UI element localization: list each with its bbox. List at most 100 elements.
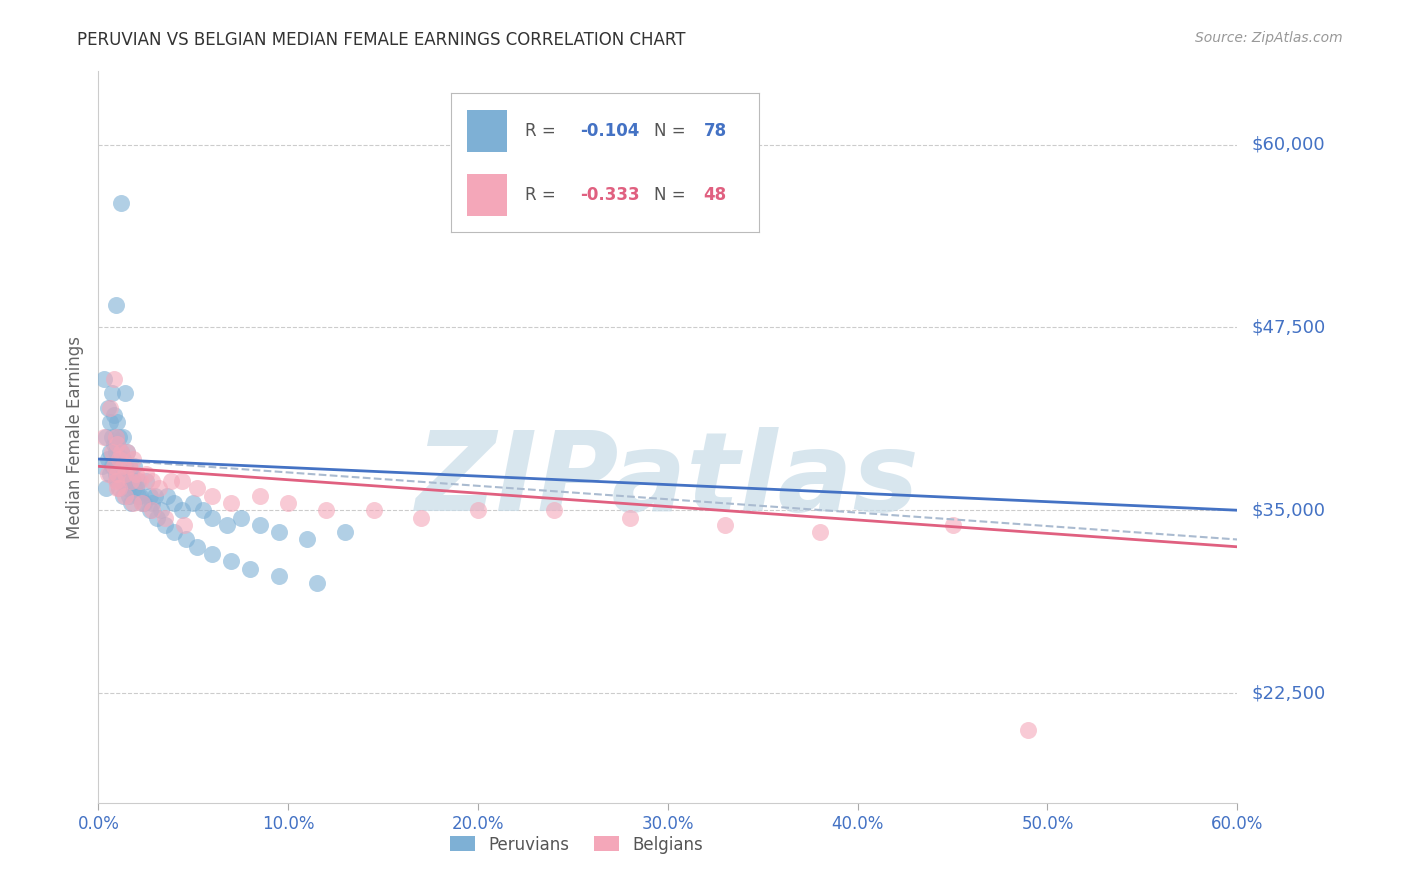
Point xyxy=(1018,723,1040,737)
Point xyxy=(103,459,125,474)
Point xyxy=(201,489,224,503)
Point xyxy=(114,459,136,474)
Point xyxy=(104,430,127,444)
Point xyxy=(135,474,157,488)
Point xyxy=(125,481,148,495)
Point xyxy=(100,444,122,458)
Point xyxy=(97,401,120,415)
Point xyxy=(138,489,160,503)
Point xyxy=(173,517,195,532)
Text: $35,000: $35,000 xyxy=(1251,501,1326,519)
Point xyxy=(619,510,641,524)
Point xyxy=(131,496,153,510)
Point xyxy=(107,467,129,481)
Point xyxy=(467,503,489,517)
Point xyxy=(156,489,179,503)
Point xyxy=(107,481,129,495)
Point xyxy=(145,489,167,503)
Point xyxy=(131,496,153,510)
Point xyxy=(100,459,122,474)
Point xyxy=(132,496,155,510)
Point xyxy=(163,525,186,540)
Point xyxy=(120,467,142,481)
Point xyxy=(115,444,138,458)
Point xyxy=(186,540,208,554)
Point xyxy=(103,459,125,474)
Point xyxy=(277,496,299,510)
Point xyxy=(112,430,135,444)
Point xyxy=(141,496,163,510)
Legend: Peruvians, Belgians: Peruvians, Belgians xyxy=(443,829,710,860)
Point xyxy=(114,467,136,481)
Point xyxy=(103,371,125,385)
Text: ZIPatlas: ZIPatlas xyxy=(416,427,920,534)
Point xyxy=(150,503,173,517)
Point xyxy=(104,430,127,444)
Point xyxy=(110,444,132,458)
Point xyxy=(107,437,129,451)
Point xyxy=(153,510,176,524)
Point xyxy=(121,496,143,510)
Point xyxy=(110,196,132,211)
Point xyxy=(112,459,135,474)
Point xyxy=(267,569,290,583)
Point xyxy=(97,452,120,467)
Point xyxy=(239,562,262,576)
Point xyxy=(108,430,131,444)
Point xyxy=(808,525,831,540)
Point xyxy=(249,517,271,532)
Point xyxy=(135,467,157,481)
Point xyxy=(201,547,224,561)
Text: $22,500: $22,500 xyxy=(1251,684,1326,702)
Point xyxy=(110,474,132,488)
Point xyxy=(267,525,290,540)
Point xyxy=(118,489,141,503)
Point xyxy=(170,474,193,488)
Point xyxy=(103,408,125,422)
Point xyxy=(118,459,141,474)
Point xyxy=(93,430,115,444)
Point xyxy=(305,576,328,591)
Point xyxy=(186,481,208,495)
Point xyxy=(125,467,148,481)
Point xyxy=(114,386,136,401)
Point xyxy=(127,474,149,488)
Text: $60,000: $60,000 xyxy=(1251,136,1324,153)
Point xyxy=(221,496,243,510)
Point xyxy=(107,437,129,451)
Point xyxy=(141,503,163,517)
Point xyxy=(98,444,121,458)
Point xyxy=(112,452,135,467)
Point xyxy=(93,371,115,385)
Point xyxy=(170,503,193,517)
Point xyxy=(121,452,143,467)
Point xyxy=(124,481,146,495)
Point xyxy=(108,452,131,467)
Text: PERUVIAN VS BELGIAN MEDIAN FEMALE EARNINGS CORRELATION CHART: PERUVIAN VS BELGIAN MEDIAN FEMALE EARNIN… xyxy=(77,31,686,49)
Text: Source: ZipAtlas.com: Source: ZipAtlas.com xyxy=(1195,31,1343,45)
Point xyxy=(104,467,127,481)
Point xyxy=(129,489,152,503)
Point xyxy=(201,510,224,524)
Point xyxy=(153,517,176,532)
Point xyxy=(118,474,141,488)
Point xyxy=(98,416,121,430)
Point xyxy=(112,489,135,503)
Point xyxy=(217,517,239,532)
Point xyxy=(114,474,136,488)
Point xyxy=(91,459,114,474)
Point xyxy=(942,517,965,532)
Point xyxy=(120,496,142,510)
Point xyxy=(94,481,117,495)
Point xyxy=(127,489,149,503)
Point xyxy=(114,489,136,503)
Point xyxy=(108,452,131,467)
Point xyxy=(115,444,138,458)
Point xyxy=(183,496,205,510)
Point xyxy=(121,474,143,488)
Point xyxy=(129,474,152,488)
Point xyxy=(108,481,131,495)
Point xyxy=(118,459,141,474)
Point xyxy=(159,474,181,488)
Point xyxy=(97,467,120,481)
